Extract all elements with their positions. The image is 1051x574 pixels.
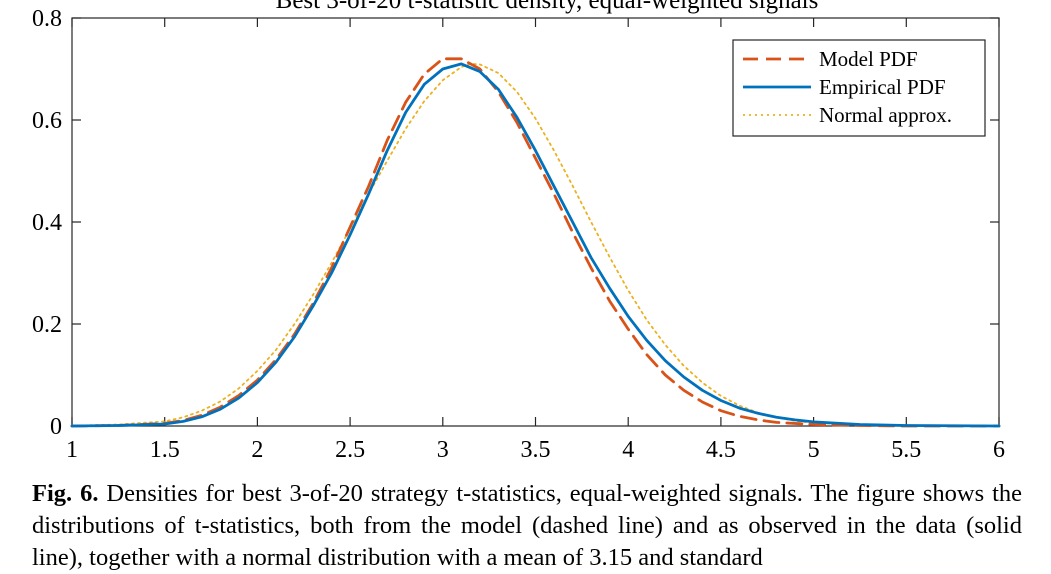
- legend-label: Model PDF: [819, 47, 918, 71]
- x-tick-label: 1: [66, 437, 78, 463]
- caption-text: Densities for best 3-of-20 strategy t-st…: [32, 480, 1023, 571]
- y-tick-label: 0.4: [32, 210, 62, 236]
- x-tick-label: 2: [251, 437, 263, 463]
- x-tick-label: 6: [993, 437, 1005, 463]
- legend: Model PDF Empirical PDF Normal approx.: [732, 39, 986, 137]
- x-tick-label: 5.5: [891, 437, 921, 463]
- x-tick-label: 3.5: [521, 437, 551, 463]
- y-tick-label: 0.2: [32, 312, 62, 338]
- x-tick-label: 3: [437, 437, 449, 463]
- x-tick-label: 5: [808, 437, 820, 463]
- density-chart: Best 3-of-20 t-statistic density, equal-…: [32, 0, 1005, 463]
- figure-label: Fig. 6.: [32, 480, 99, 507]
- series-lines: [70, 57, 1001, 428]
- y-tick-label: 0.8: [32, 6, 62, 32]
- x-tick-label: 4: [622, 437, 634, 463]
- x-tick-label: 4.5: [706, 437, 736, 463]
- chart-title: Best 3-of-20 t-statistic density, equal-…: [276, 0, 819, 14]
- y-tick-label: 0: [50, 414, 62, 440]
- figure-caption: Fig. 6. Densities for best 3-of-20 strat…: [32, 478, 1022, 574]
- legend-label: Normal approx.: [819, 103, 952, 127]
- series-line-empirical-pdf: [70, 62, 1001, 428]
- y-tick-label: 0.6: [32, 108, 62, 134]
- y-axis: 0 0.2 0.4 0.6 0.8: [32, 6, 999, 440]
- x-axis: 1 1.5 2 2.5 3 3.5 4 4.5 5 5.5 6: [66, 18, 1005, 463]
- legend-label: Empirical PDF: [819, 75, 946, 99]
- x-tick-label: 2.5: [335, 437, 365, 463]
- x-tick-label: 1.5: [150, 437, 180, 463]
- series-line-normal-approx: [71, 63, 1000, 427]
